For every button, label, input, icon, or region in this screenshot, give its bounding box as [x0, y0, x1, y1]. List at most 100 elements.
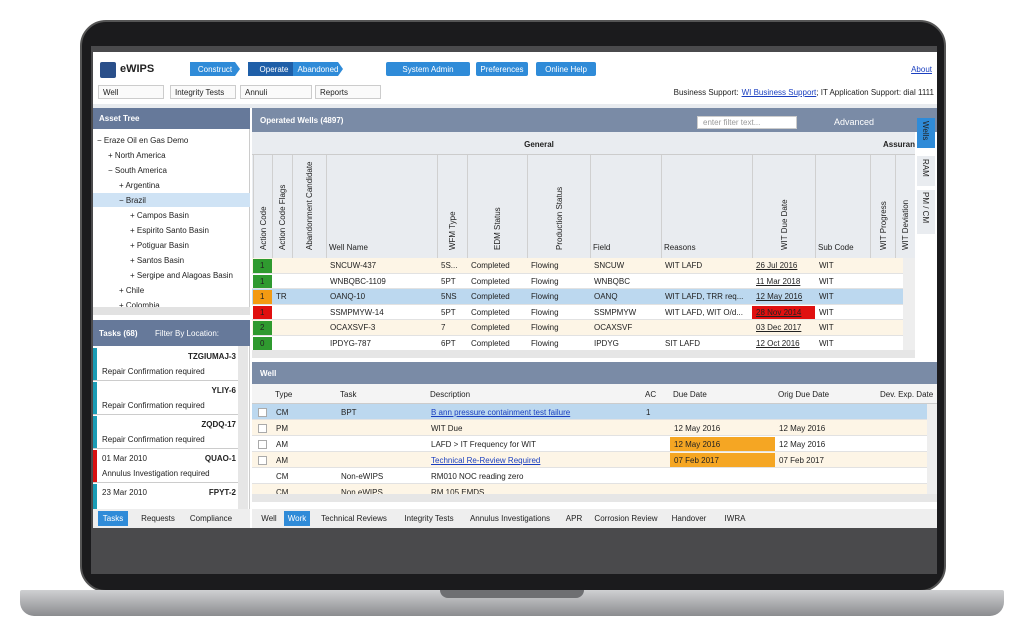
task-id[interactable]: YLIY-6 [211, 385, 236, 395]
cell: WIT LAFD, WIT O/d... [665, 307, 743, 317]
dropdown[interactable]: Annuli [240, 85, 312, 99]
tab[interactable]: Requests [141, 514, 175, 523]
cell: SSMPMYW [594, 307, 637, 317]
cell[interactable]: OCAXSVF-3 [330, 323, 376, 333]
cell[interactable]: B ann pressure containment test failure [431, 407, 571, 417]
cell: WIT LAFD, TRR req... [665, 292, 744, 302]
column-header: Reasons [664, 242, 696, 252]
header-button[interactable]: System Admin [386, 62, 470, 76]
cell[interactable]: SNCUW-437 [330, 261, 377, 271]
task-id[interactable]: TZGIUMAJ-3 [188, 351, 236, 361]
checkbox[interactable] [258, 456, 267, 465]
task-id[interactable]: FPYT-2 [208, 487, 236, 497]
task-divider [93, 414, 238, 415]
tab[interactable]: Corrosion Review [594, 514, 658, 523]
panel-header: Well [252, 362, 937, 384]
side-tab [917, 118, 935, 148]
about-link[interactable]: About [911, 64, 932, 74]
task-text: Annulus Investigation required [102, 468, 210, 478]
column-header: Task [340, 389, 357, 399]
checkbox[interactable] [258, 424, 267, 433]
side-tab [917, 156, 935, 186]
task-filter[interactable]: Filter By Location: [155, 328, 220, 338]
tab[interactable]: Handover [671, 514, 707, 523]
action-code: 1 [253, 259, 272, 273]
action-code: 1 [253, 290, 272, 304]
cell: 5PT [441, 276, 456, 286]
cell[interactable]: SSMPMYW-14 [330, 307, 384, 317]
grid-row [252, 420, 927, 436]
dropdown[interactable]: Integrity Tests [170, 85, 236, 99]
cell: 1 [646, 407, 651, 417]
checkbox[interactable] [258, 408, 267, 417]
action-code: 1 [253, 305, 272, 319]
header-button[interactable]: Online Help [536, 62, 596, 76]
tree-node[interactable]: + Potiguar Basin [130, 240, 189, 250]
tab[interactable]: Integrity Tests [404, 514, 454, 523]
cell: IPDYG [594, 338, 619, 348]
laptop-notch [440, 590, 584, 598]
cell: 6PT [441, 338, 456, 348]
tree-node[interactable]: + Chile [119, 285, 145, 295]
tab[interactable]: Work [284, 511, 310, 526]
column-divider [870, 155, 871, 258]
cell: Non eWIPS [341, 487, 383, 497]
column-header: Description [430, 389, 471, 399]
tree-node[interactable]: + Santos Basin [130, 255, 185, 265]
workflow-step[interactable]: Abandoned [293, 62, 343, 76]
tab[interactable]: IWRA [724, 514, 746, 523]
column-header: AC [645, 389, 657, 399]
cell: WNBQBC [594, 276, 630, 286]
cell: 28 Nov 2014 [752, 305, 815, 319]
column-divider [895, 155, 896, 258]
checkbox[interactable] [258, 440, 267, 449]
cell: 12 May 2016 [779, 439, 826, 449]
tree-node[interactable]: + Espirito Santo Basin [130, 225, 209, 235]
tab-bar [252, 509, 937, 528]
header-button[interactable]: Preferences [476, 62, 528, 76]
workflow-step[interactable]: Operate [248, 62, 300, 76]
cell[interactable]: Technical Re-Review Required [431, 455, 541, 465]
tree-node[interactable]: − Eraze Oil en Gas Demo [97, 135, 189, 145]
tab[interactable]: Compliance [189, 514, 233, 523]
cell: Completed [471, 276, 510, 286]
tab-bar [93, 509, 250, 528]
workflow-step[interactable]: Construct [190, 62, 240, 76]
filter-input[interactable]: enter filter text... [697, 116, 797, 129]
tab[interactable]: APR [565, 514, 583, 523]
cell: OANQ [594, 292, 618, 302]
cell: AM [276, 455, 288, 465]
cell[interactable]: WNBQBC-1109 [330, 276, 386, 286]
tree-node[interactable]: + Argentina [119, 180, 160, 190]
dropdown[interactable]: Well [98, 85, 164, 99]
tree-selection [93, 193, 250, 207]
tab[interactable]: Well [261, 514, 277, 523]
side-tab-label[interactable]: PM / CM [921, 192, 931, 224]
tree-node[interactable]: + North America [108, 150, 166, 160]
tree-node[interactable]: + Campos Basin [130, 210, 189, 220]
task-id[interactable]: QUAO-1 [204, 453, 236, 463]
cell: Completed [471, 261, 510, 271]
tab[interactable]: Technical Reviews [321, 514, 387, 523]
group-header: General [524, 139, 554, 149]
cell[interactable]: OANQ-10 [330, 292, 366, 302]
column-header: Sub Code [818, 242, 854, 252]
column-divider [815, 155, 816, 258]
tab[interactable]: Annulus Investigations [469, 514, 551, 523]
advanced-button[interactable]: Advanced [834, 117, 875, 127]
dropdown[interactable]: Reports [315, 85, 381, 99]
tree-node[interactable]: + Sergipe and Alagoas Basin [130, 270, 233, 280]
tab[interactable]: Tasks [98, 511, 128, 526]
task-scroll [238, 346, 248, 509]
tree-node[interactable]: + Colombia [119, 300, 160, 310]
column-divider [272, 155, 273, 258]
tree-node[interactable]: − South America [108, 165, 167, 175]
tree-node[interactable]: − Brazil [119, 195, 146, 205]
support-link[interactable]: WI Business Support [741, 87, 817, 97]
column-header: WFM Type [447, 211, 457, 250]
cell[interactable]: IPDYG-787 [330, 338, 371, 348]
cell: 5NS [441, 292, 457, 302]
task-id[interactable]: ZQDQ-17 [201, 419, 236, 429]
grid-row [252, 289, 915, 305]
column-header: WIT Due Date [779, 199, 788, 250]
